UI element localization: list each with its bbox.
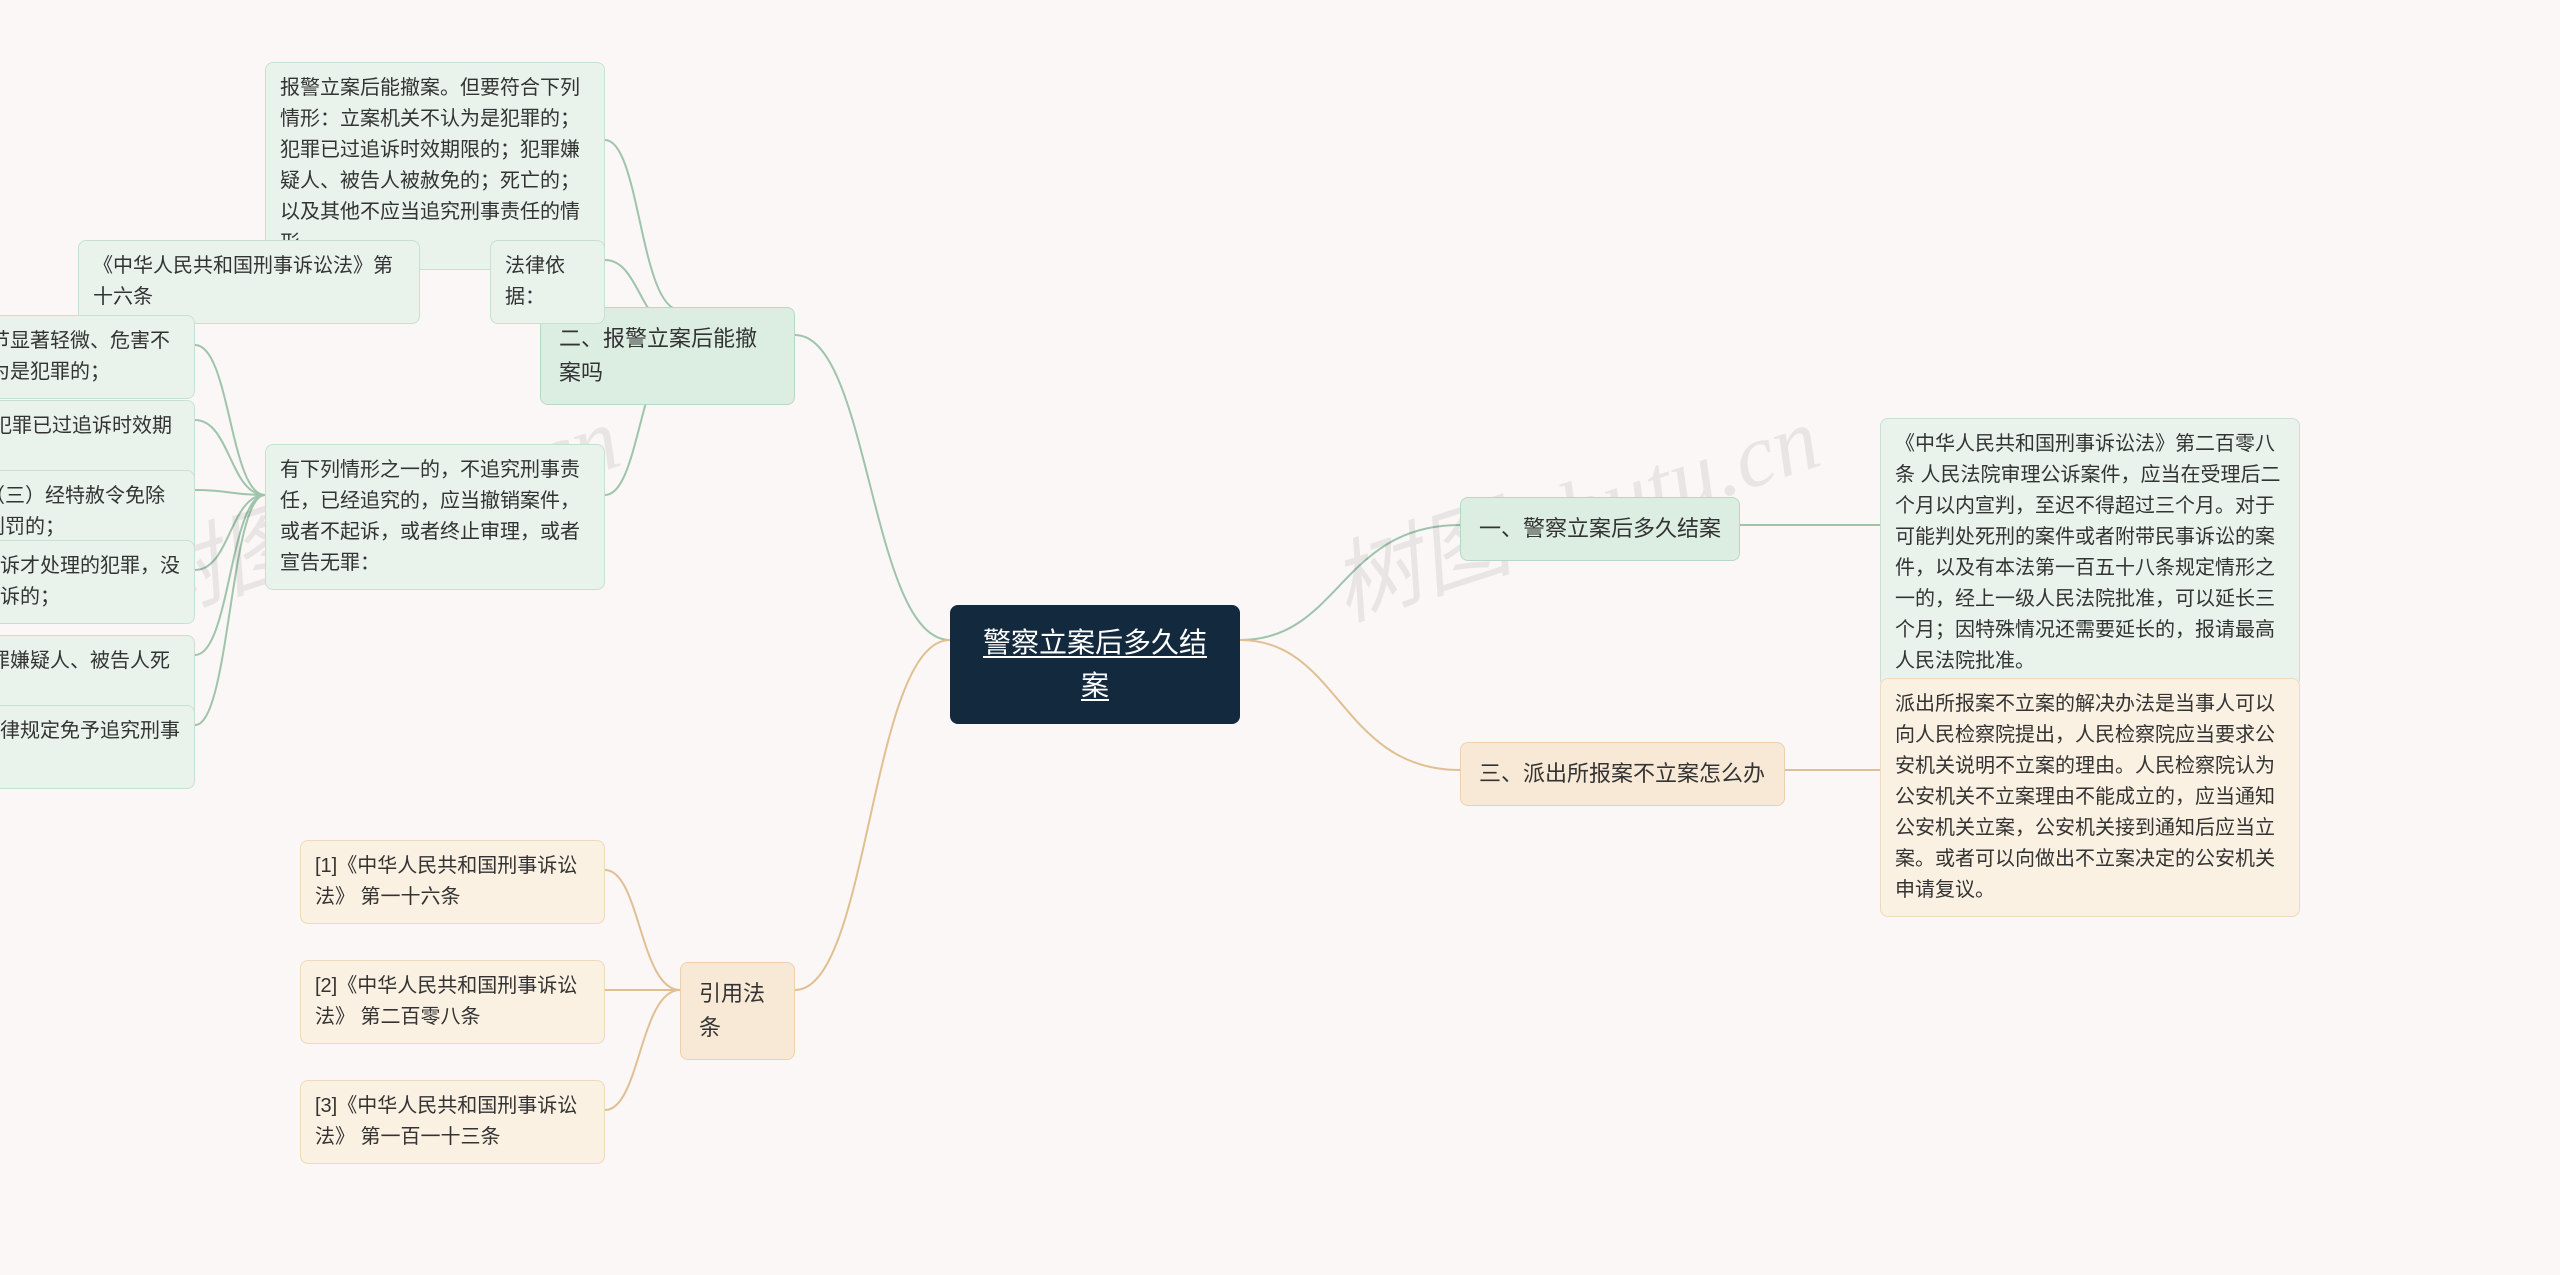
section-three-detail[interactable]: 派出所报案不立案的解决办法是当事人可以向人民检察院提出，人民检察院应当要求公安机…	[1880, 678, 2300, 917]
reference-3[interactable]: [3]《中华人民共和国刑事诉讼法》 第一百一十三条	[300, 1080, 605, 1164]
conditions-intro[interactable]: 有下列情形之一的，不追究刑事责任，已经追究的，应当撤销案件，或者不起诉，或者终止…	[265, 444, 605, 590]
condition-1[interactable]: （一）情节显著轻微、危害不大，不认为是犯罪的；	[0, 315, 195, 399]
section-three[interactable]: 三、派出所报案不立案怎么办	[1460, 742, 1785, 806]
condition-6[interactable]: （六）其他法律规定免予追究刑事责任的。	[0, 705, 195, 789]
condition-4[interactable]: （四）依照刑法告诉才处理的犯罪，没有告诉或者撤回告诉的；	[0, 540, 195, 624]
legal-basis-label[interactable]: 法律依据：	[490, 240, 605, 324]
root-node[interactable]: 警察立案后多久结案	[950, 605, 1240, 724]
legal-basis-ref[interactable]: 《中华人民共和国刑事诉讼法》第十六条	[78, 240, 420, 324]
reference-2[interactable]: [2]《中华人民共和国刑事诉讼法》 第二百零八条	[300, 960, 605, 1044]
reference-1[interactable]: [1]《中华人民共和国刑事诉讼法》 第一十六条	[300, 840, 605, 924]
section-two-intro[interactable]: 报警立案后能撤案。但要符合下列情形：立案机关不认为是犯罪的；犯罪已过追诉时效期限…	[265, 62, 605, 270]
mindmap-canvas: 树图 shutu.cn 树图 shutu.cn 警察立案后多久结案 一、警察立案…	[0, 0, 2560, 1275]
references-label[interactable]: 引用法条	[680, 962, 795, 1060]
section-one[interactable]: 一、警察立案后多久结案	[1460, 497, 1740, 561]
section-one-detail[interactable]: 《中华人民共和国刑事诉讼法》第二百零八条 人民法院审理公诉案件，应当在受理后二个…	[1880, 418, 2300, 688]
